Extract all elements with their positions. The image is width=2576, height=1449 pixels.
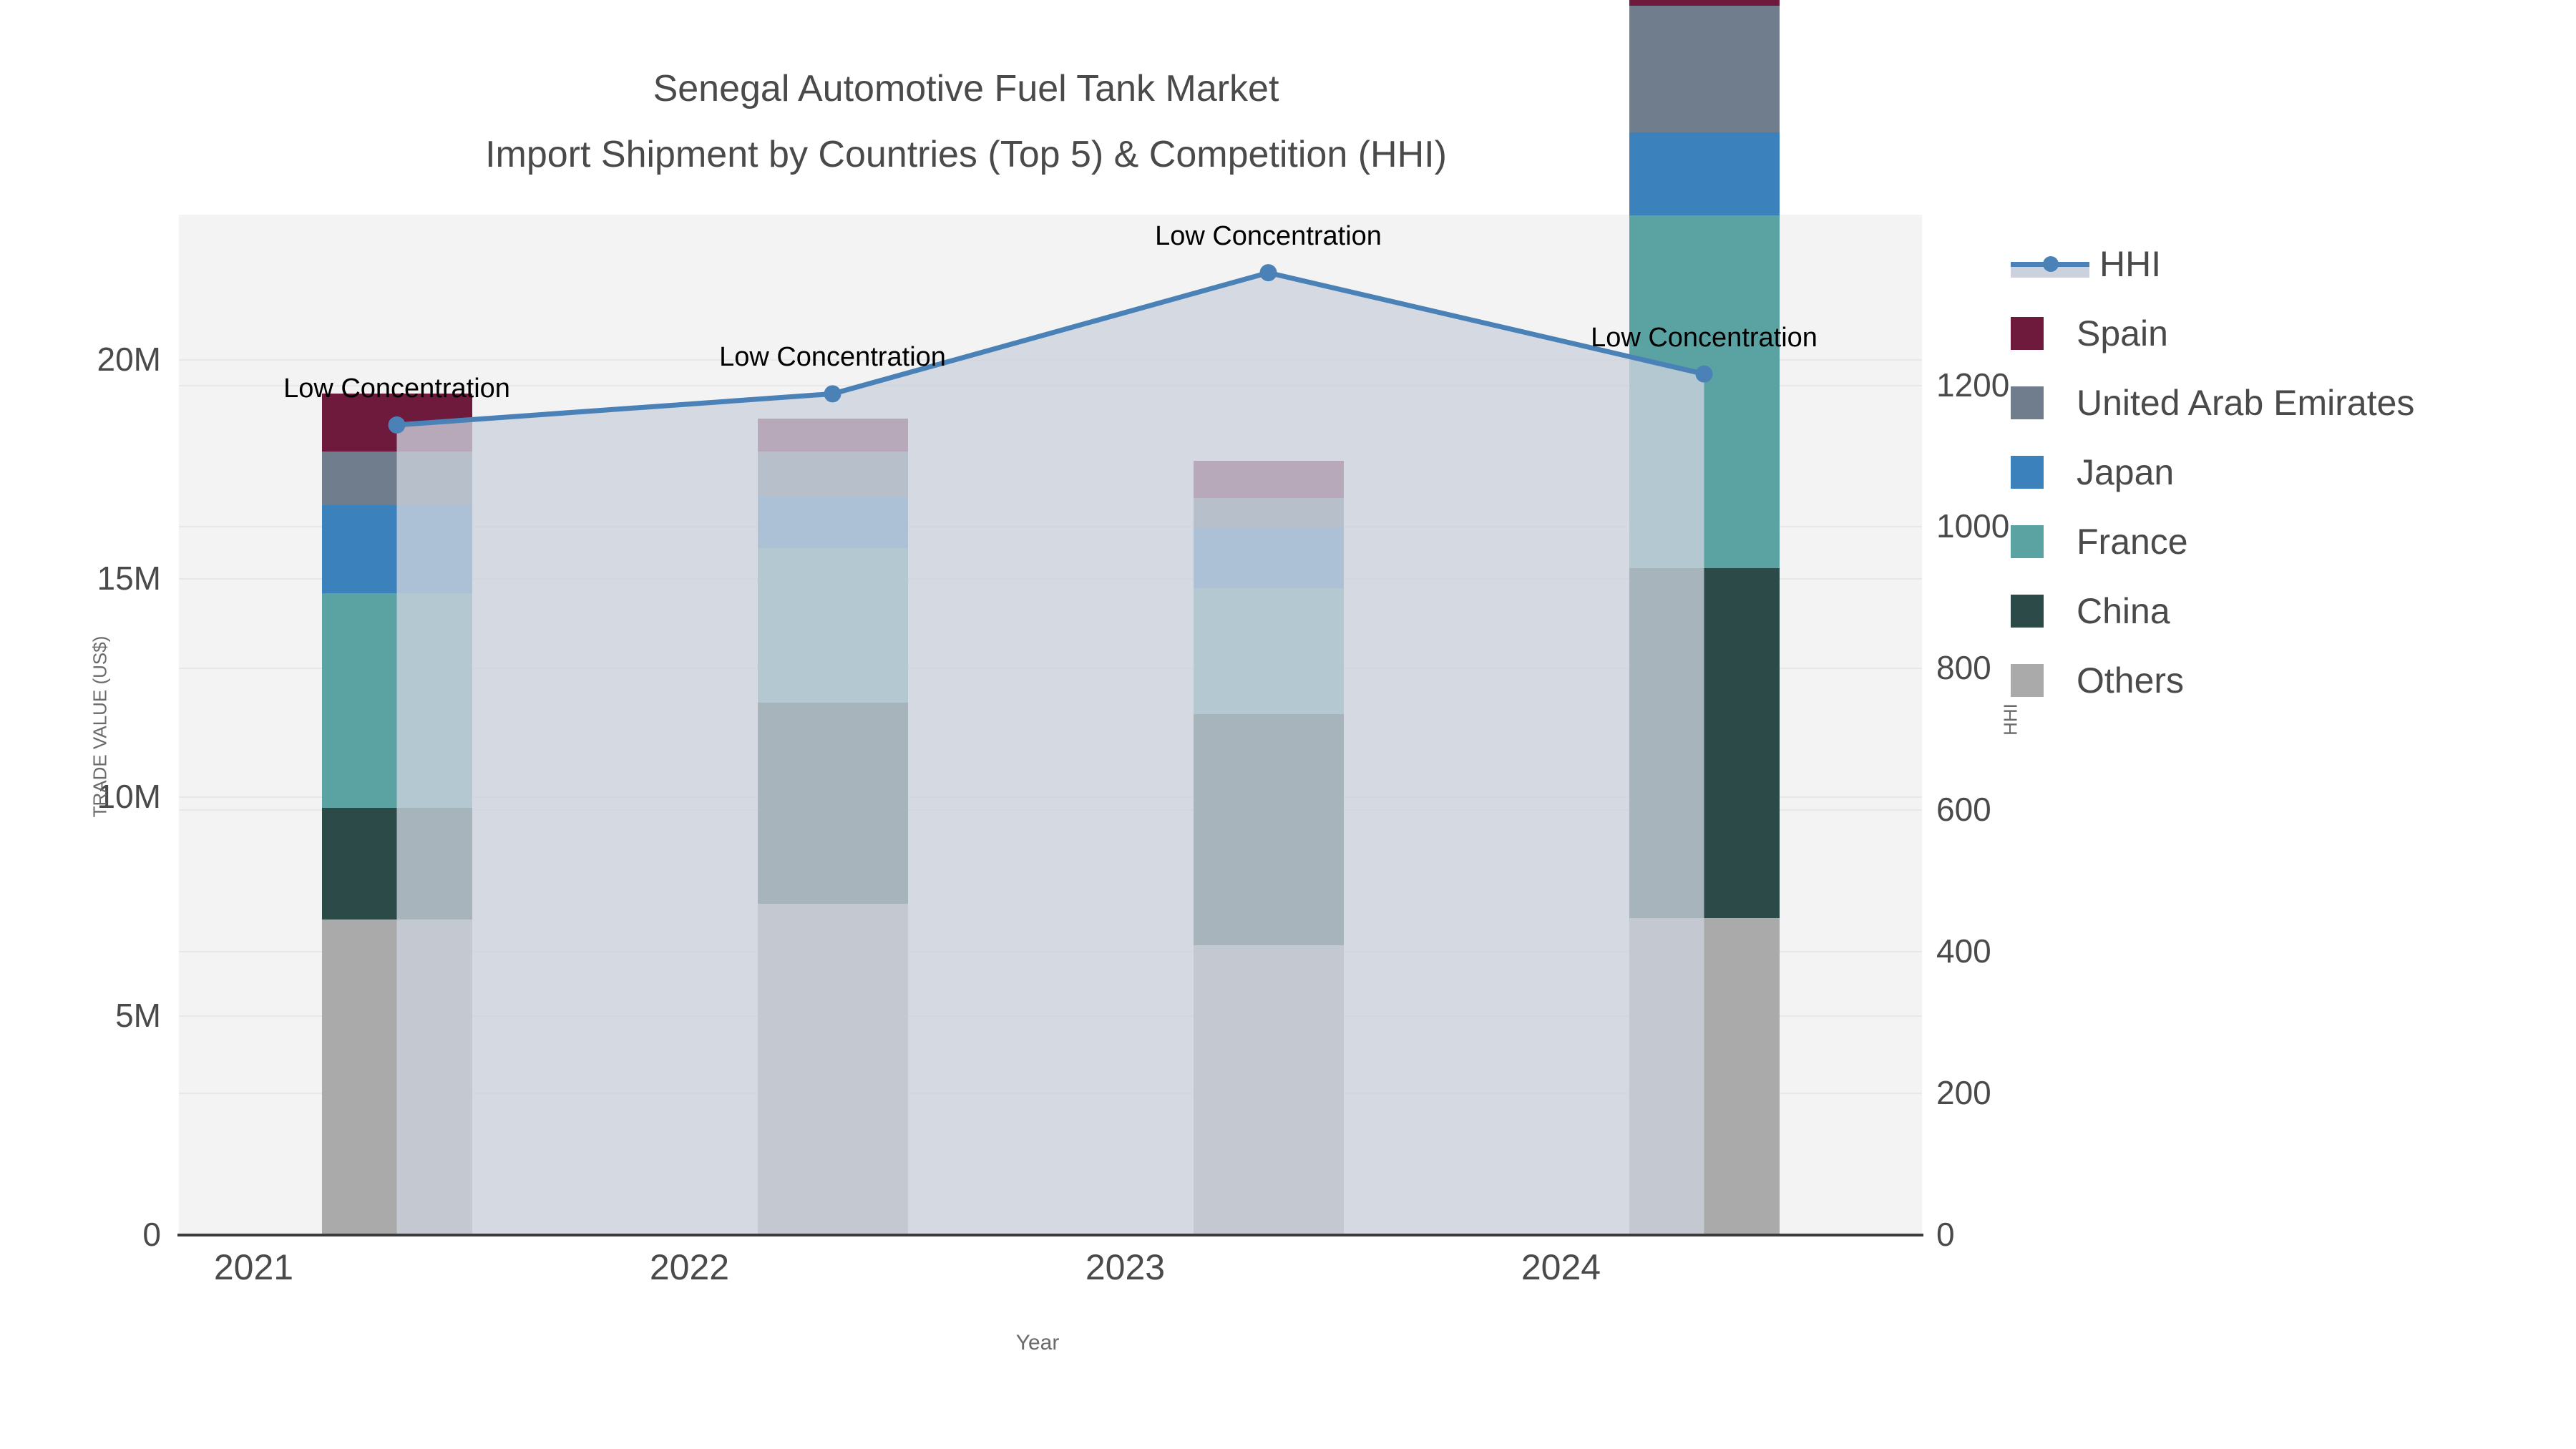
y2-axis-tick-label: 400: [1936, 932, 1991, 970]
y2-axis-tick-label: 1200: [1936, 366, 2010, 404]
y-axis-tick-label: 15M: [97, 559, 161, 597]
legend-item-label: United Arab Emirates: [2077, 382, 2415, 423]
bar-segment[interactable]: [1629, 0, 1780, 6]
legend-swatch-icon: [2011, 386, 2044, 419]
y-axis-tick-label: 20M: [97, 340, 161, 378]
legend-item-label: Spain: [2077, 313, 2168, 353]
concentration-annotation: Low Concentration: [283, 373, 510, 404]
legend-item-label: France: [2077, 521, 2188, 562]
y-axis-tick-label: 10M: [97, 778, 161, 816]
chart-title-block: Senegal Automotive Fuel Tank Market Impo…: [0, 56, 1932, 187]
concentration-annotation: Low Concentration: [1155, 221, 1382, 252]
y-axis-label: TRADE VALUE (US$): [89, 635, 111, 818]
x-axis-line: [177, 1234, 1923, 1236]
chart-subtitle: Import Shipment by Countries (Top 5) & C…: [485, 134, 1447, 175]
y2-axis-tick-label: 800: [1936, 649, 1991, 687]
legend-item-label: Others: [2077, 660, 2185, 701]
y2-axis-tick-label: 600: [1936, 791, 1991, 829]
legend-line-icon: [2011, 248, 2089, 280]
legend-swatch-icon: [2011, 594, 2044, 628]
legend-item[interactable]: United Arab Emirates: [2011, 368, 2555, 437]
legend-swatch-icon: [2011, 316, 2044, 350]
legend-swatch-icon: [2011, 525, 2044, 558]
legend-item[interactable]: Japan: [2011, 437, 2555, 507]
bar-segment[interactable]: [1629, 5, 1780, 133]
legend-item-label: Japan: [2077, 452, 2175, 492]
y-axis-tick-label: 5M: [115, 997, 161, 1035]
chart-legend: HHI Spain United Arab Emirates Japan France C…: [2011, 229, 2555, 715]
legend-swatch-icon: [2011, 663, 2044, 697]
y-axis-tick-label: 0: [142, 1216, 161, 1253]
legend-item-label: HHI: [2099, 243, 2162, 284]
y2-axis-tick-label: 200: [1936, 1074, 1991, 1112]
x-axis-tick-label: 2023: [1085, 1247, 1166, 1287]
legend-item[interactable]: Others: [2011, 645, 2555, 715]
y2-axis-tick-label: 0: [1936, 1216, 1955, 1253]
concentration-annotation: Low Concentration: [719, 342, 946, 373]
x-axis-label: Year: [1015, 1331, 1060, 1355]
legend-item[interactable]: France: [2011, 507, 2555, 576]
concentration-annotation: Low Concentration: [1591, 322, 1818, 353]
legend-item-label: China: [2077, 590, 2170, 631]
x-axis-tick-label: 2021: [213, 1247, 294, 1287]
legend-item[interactable]: China: [2011, 576, 2555, 645]
legend-item[interactable]: Spain: [2011, 298, 2555, 368]
x-axis-tick-label: 2024: [1521, 1247, 1601, 1287]
y2-axis-tick-label: 1000: [1936, 507, 2010, 545]
legend-item[interactable]: HHI: [2011, 229, 2555, 298]
bar-segment[interactable]: [1629, 132, 1780, 216]
chart-title: Senegal Automotive Fuel Tank Market: [653, 68, 1279, 109]
x-axis-tick-label: 2022: [649, 1247, 730, 1287]
legend-swatch-icon: [2011, 455, 2044, 489]
